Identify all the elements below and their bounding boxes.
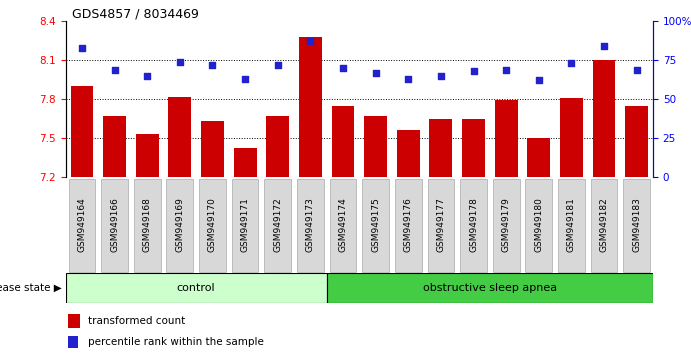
Bar xyxy=(495,101,518,177)
Text: GSM949183: GSM949183 xyxy=(632,197,641,252)
FancyBboxPatch shape xyxy=(428,179,454,272)
Point xyxy=(435,73,446,79)
FancyBboxPatch shape xyxy=(493,179,520,272)
Bar xyxy=(527,138,550,177)
Text: GSM949180: GSM949180 xyxy=(534,197,543,252)
Bar xyxy=(327,273,653,303)
Bar xyxy=(593,60,616,177)
Point xyxy=(468,68,479,74)
Bar xyxy=(430,119,453,177)
Text: GSM949182: GSM949182 xyxy=(600,198,609,252)
Bar xyxy=(68,314,80,328)
Bar xyxy=(364,116,387,177)
Bar xyxy=(169,97,191,177)
FancyBboxPatch shape xyxy=(167,179,193,272)
Point xyxy=(500,67,511,72)
Text: disease state ▶: disease state ▶ xyxy=(0,282,62,293)
Text: GSM949174: GSM949174 xyxy=(339,198,348,252)
Text: GSM949181: GSM949181 xyxy=(567,197,576,252)
Text: GSM949178: GSM949178 xyxy=(469,197,478,252)
FancyBboxPatch shape xyxy=(395,179,422,272)
Text: GSM949169: GSM949169 xyxy=(176,197,184,252)
FancyBboxPatch shape xyxy=(558,179,585,272)
Point xyxy=(566,61,577,66)
Point xyxy=(174,59,185,64)
FancyBboxPatch shape xyxy=(68,179,95,272)
Point xyxy=(142,73,153,79)
Point xyxy=(272,62,283,68)
Point xyxy=(77,45,88,51)
Bar xyxy=(625,105,648,177)
Text: percentile rank within the sample: percentile rank within the sample xyxy=(88,337,265,347)
Text: GSM949168: GSM949168 xyxy=(143,197,152,252)
FancyBboxPatch shape xyxy=(362,179,389,272)
FancyBboxPatch shape xyxy=(231,179,258,272)
Point xyxy=(240,76,251,82)
Text: GSM949179: GSM949179 xyxy=(502,197,511,252)
FancyBboxPatch shape xyxy=(134,179,160,272)
Bar xyxy=(70,86,93,177)
Point xyxy=(631,67,642,72)
Bar xyxy=(66,273,327,303)
Point xyxy=(337,65,348,71)
Point xyxy=(598,43,609,49)
Bar xyxy=(68,336,78,348)
Text: control: control xyxy=(177,282,216,293)
Bar xyxy=(136,134,159,177)
FancyBboxPatch shape xyxy=(591,179,618,272)
Text: GSM949164: GSM949164 xyxy=(77,198,86,252)
Bar xyxy=(299,37,322,177)
FancyBboxPatch shape xyxy=(525,179,552,272)
Text: GSM949175: GSM949175 xyxy=(371,197,380,252)
FancyBboxPatch shape xyxy=(101,179,128,272)
Bar xyxy=(397,130,419,177)
Point xyxy=(207,62,218,68)
Point xyxy=(305,39,316,44)
Point xyxy=(370,70,381,75)
Point xyxy=(533,78,545,83)
FancyBboxPatch shape xyxy=(623,179,650,272)
Bar xyxy=(103,116,126,177)
Point xyxy=(403,76,414,82)
Text: GSM949172: GSM949172 xyxy=(273,198,282,252)
FancyBboxPatch shape xyxy=(330,179,357,272)
Bar xyxy=(266,116,289,177)
Text: GSM949176: GSM949176 xyxy=(404,197,413,252)
FancyBboxPatch shape xyxy=(199,179,226,272)
Text: GSM949171: GSM949171 xyxy=(240,197,249,252)
Bar xyxy=(332,105,354,177)
Text: transformed count: transformed count xyxy=(88,316,186,326)
Text: GDS4857 / 8034469: GDS4857 / 8034469 xyxy=(71,7,198,20)
Bar xyxy=(560,98,583,177)
Text: GSM949166: GSM949166 xyxy=(110,197,119,252)
FancyBboxPatch shape xyxy=(460,179,487,272)
Text: GSM949173: GSM949173 xyxy=(306,197,315,252)
FancyBboxPatch shape xyxy=(265,179,291,272)
Text: GSM949177: GSM949177 xyxy=(437,197,446,252)
Bar xyxy=(462,119,485,177)
Bar xyxy=(234,148,256,177)
Text: obstructive sleep apnea: obstructive sleep apnea xyxy=(423,282,557,293)
Text: GSM949170: GSM949170 xyxy=(208,197,217,252)
Bar xyxy=(201,121,224,177)
Point xyxy=(109,67,120,72)
FancyBboxPatch shape xyxy=(297,179,324,272)
